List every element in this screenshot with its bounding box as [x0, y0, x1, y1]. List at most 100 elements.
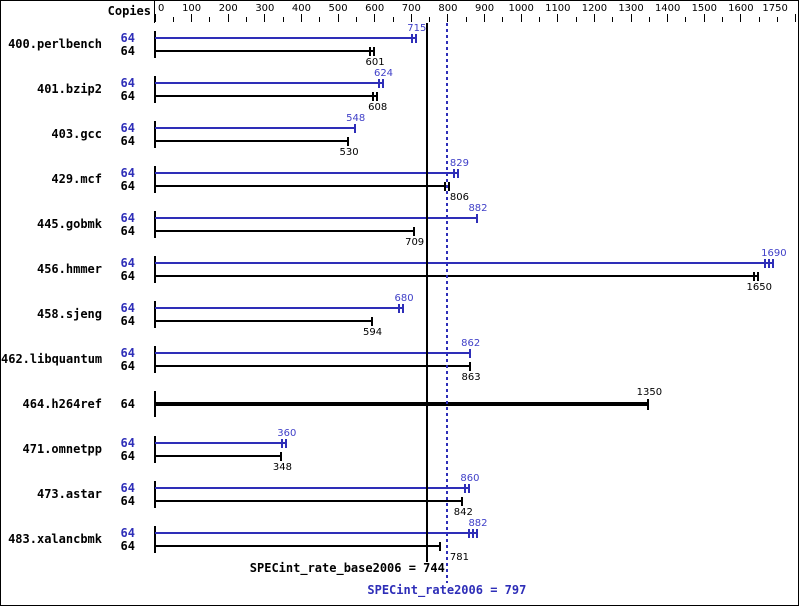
peak-bar: [155, 487, 470, 489]
copies-value-base: 64: [120, 314, 135, 328]
copies-value-base: 64: [120, 449, 135, 463]
base-end-mark: [439, 541, 441, 551]
benchmark-name: 456.hmmer: [36, 262, 102, 276]
peak-bar: [155, 262, 774, 264]
axis-major-tick: [740, 14, 742, 22]
bar-start-tick: [154, 166, 156, 193]
axis-tick-label: 100: [182, 3, 202, 14]
base-value-label: 842: [453, 507, 473, 518]
peak-bar: [155, 127, 356, 129]
copies-value-peak: 64: [120, 76, 135, 90]
axis-major-tick: [300, 14, 302, 22]
copies-value-base: 64: [120, 134, 135, 148]
peak-end-mark: [377, 78, 380, 88]
base-end-mark: [369, 46, 372, 56]
bar-start-tick: [154, 76, 156, 103]
peak-bar: [155, 532, 478, 534]
peak-bar: [155, 82, 384, 84]
copies-value-peak: 64: [120, 256, 135, 270]
benchmark-name: 473.astar: [36, 487, 102, 501]
copies-value-peak: 64: [120, 301, 135, 315]
peak-bar: [155, 172, 459, 174]
base-end-mark: [370, 316, 373, 326]
base-end-mark: [412, 226, 415, 236]
axis-minor-tick: [685, 17, 687, 22]
axis-major-tick: [447, 14, 449, 22]
peak-end-mark: [456, 168, 459, 178]
axis-minor-tick: [722, 17, 724, 22]
bar-start-tick: [154, 346, 156, 373]
benchmark-name: 429.mcf: [51, 172, 102, 186]
peak-end-mark: [402, 303, 405, 313]
base-bar: [155, 140, 350, 142]
base-end-mark: [448, 181, 451, 191]
benchmark-name: 483.xalancbmk: [8, 532, 102, 546]
peak-end-mark: [763, 258, 766, 268]
axis-minor-tick: [502, 17, 504, 22]
axis-major-tick: [520, 14, 522, 22]
header-axis-divider: [154, 1, 155, 23]
peak-end-mark: [471, 528, 474, 538]
base-bar: [155, 185, 451, 187]
base-bar: [155, 545, 441, 547]
axis-minor-tick: [172, 17, 174, 22]
peak-end-mark: [381, 78, 384, 88]
base-end-mark: [371, 91, 374, 101]
axis-major-tick: [227, 14, 229, 22]
peak-end-mark: [452, 168, 455, 178]
benchmark-name: 445.gobmk: [36, 217, 102, 231]
axis-major-tick: [703, 14, 705, 22]
axis-major-tick: [374, 14, 376, 22]
axis-minor-tick: [758, 17, 760, 22]
axis-minor-tick: [777, 17, 779, 22]
base-end-mark: [757, 271, 760, 281]
axis-minor-tick: [246, 17, 248, 22]
benchmark-name: 462.libquantum: [1, 352, 103, 366]
base-bar: [155, 320, 373, 322]
peak-value-label: 624: [373, 68, 394, 79]
peak-bar: [155, 442, 287, 444]
base-end-mark: [280, 451, 283, 461]
copies-value-base: 64: [120, 494, 135, 508]
peak-end-mark: [410, 33, 413, 43]
base-value-label: 608: [368, 102, 388, 113]
axis-tick-label: 1600: [728, 3, 754, 14]
base-bar: [155, 402, 650, 406]
benchmark-name: 458.sjeng: [36, 307, 102, 321]
base-value-label: 601: [365, 57, 385, 68]
axis-tick-label: 600: [365, 3, 385, 14]
axis-minor-tick: [575, 17, 577, 22]
axis-minor-tick: [282, 17, 284, 22]
axis-minor-tick: [319, 17, 321, 22]
bar-start-tick: [154, 526, 156, 553]
axis-major-tick: [795, 14, 797, 22]
base-value-label: 863: [461, 372, 481, 383]
copies-value-base: 64: [120, 269, 135, 283]
axis-tick-label: 1100: [545, 3, 571, 14]
base-result-label: SPECint_rate_base2006 = 744: [249, 561, 445, 575]
base-value-label: 594: [362, 327, 383, 338]
axis-major-tick: [264, 14, 266, 22]
axis-tick-label: 1500: [691, 3, 718, 14]
base-value-label: 709: [405, 237, 425, 248]
base-bar: [155, 95, 378, 97]
base-bar: [155, 365, 472, 367]
base-end-mark: [753, 271, 756, 281]
copies-value-base: 64: [120, 539, 135, 553]
peak-end-mark: [280, 438, 283, 448]
base-end-mark: [373, 46, 376, 56]
axis-major-tick: [484, 14, 486, 22]
axis-tick-label: 1200: [581, 3, 608, 14]
axis-tick-label: 800: [438, 3, 458, 14]
copies-value-peak: 64: [120, 481, 135, 495]
axis-major-tick: [154, 14, 156, 22]
axis-minor-tick: [429, 17, 431, 22]
axis-minor-tick: [355, 17, 357, 22]
axis-minor-tick: [539, 17, 540, 22]
base-value-label: 530: [339, 147, 359, 158]
base-value-label: 1650: [746, 282, 772, 293]
bar-start-tick: [154, 436, 156, 463]
peak-value-label: 548: [346, 113, 366, 124]
axis-major-tick: [410, 14, 412, 22]
